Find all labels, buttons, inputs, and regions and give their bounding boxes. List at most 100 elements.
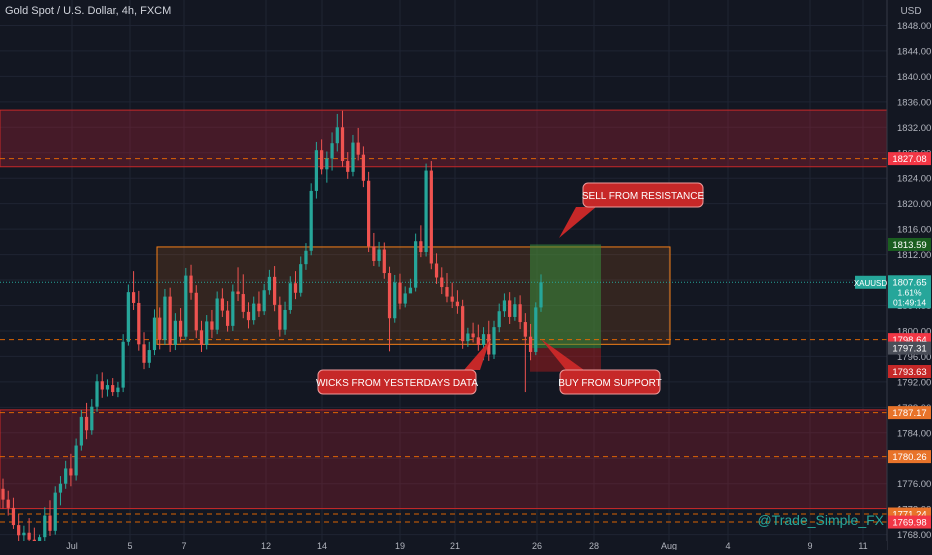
candle[interactable]: [539, 274, 543, 312]
candle[interactable]: [377, 241, 381, 267]
candle[interactable]: [528, 323, 533, 361]
candle[interactable]: [205, 315, 209, 350]
candle[interactable]: [210, 309, 214, 338]
candle[interactable]: [100, 372, 104, 398]
candle[interactable]: [487, 320, 491, 361]
candle[interactable]: [90, 399, 94, 435]
candle[interactable]: [335, 113, 339, 152]
candle[interactable]: [262, 283, 266, 316]
candle[interactable]: [419, 225, 423, 258]
candle[interactable]: [220, 288, 224, 317]
candle[interactable]: [393, 274, 397, 323]
candle[interactable]: [184, 267, 188, 340]
candle[interactable]: [74, 438, 78, 481]
candle[interactable]: [372, 232, 376, 267]
candle[interactable]: [246, 302, 251, 329]
candle[interactable]: [523, 313, 527, 393]
candle[interactable]: [6, 490, 10, 516]
candle[interactable]: [461, 299, 465, 349]
candle[interactable]: [356, 127, 360, 161]
candle[interactable]: [429, 161, 433, 270]
candle[interactable]: [492, 320, 496, 359]
candle[interactable]: [53, 486, 57, 535]
candle[interactable]: [398, 273, 402, 310]
candle[interactable]: [330, 132, 334, 171]
time-axis[interactable]: Jul 5 7 12 14 19 21 26 28 Aug 4 9 11: [0, 541, 887, 551]
candle[interactable]: [351, 134, 355, 177]
candle[interactable]: [11, 497, 16, 529]
candle[interactable]: [27, 518, 31, 545]
candle[interactable]: [69, 453, 73, 487]
candle[interactable]: [367, 171, 371, 253]
candle[interactable]: [64, 460, 68, 489]
candle[interactable]: [131, 271, 136, 310]
candle[interactable]: [440, 267, 444, 295]
candle[interactable]: [309, 183, 313, 256]
candle[interactable]: [48, 500, 52, 536]
candle[interactable]: [17, 514, 21, 543]
candle[interactable]: [299, 256, 303, 297]
candle[interactable]: [513, 297, 517, 321]
candle[interactable]: [236, 267, 240, 302]
candle[interactable]: [158, 307, 162, 350]
candle[interactable]: [267, 269, 272, 295]
candle[interactable]: [252, 296, 256, 325]
candle[interactable]: [293, 271, 298, 300]
candle[interactable]: [346, 152, 350, 179]
candle[interactable]: [116, 381, 120, 398]
candle[interactable]: [320, 139, 324, 175]
candle[interactable]: [434, 253, 439, 284]
candle[interactable]: [304, 243, 308, 270]
candle[interactable]: [382, 242, 386, 279]
candle[interactable]: [471, 322, 475, 343]
candle[interactable]: [189, 264, 193, 300]
candle[interactable]: [403, 286, 407, 308]
candle[interactable]: [272, 266, 277, 312]
candle[interactable]: [152, 309, 157, 356]
candle[interactable]: [199, 320, 204, 352]
candle[interactable]: [361, 146, 366, 188]
candle[interactable]: [288, 276, 292, 314]
candle[interactable]: [215, 291, 219, 335]
candle[interactable]: [450, 282, 454, 309]
candle[interactable]: [58, 476, 63, 506]
candle[interactable]: [502, 293, 507, 317]
time-axis-panel[interactable]: [0, 541, 887, 550]
candle[interactable]: [257, 291, 261, 317]
candle[interactable]: [111, 378, 115, 396]
candle[interactable]: [466, 327, 470, 347]
candle[interactable]: [518, 295, 522, 330]
candle[interactable]: [508, 292, 512, 324]
candle[interactable]: [278, 296, 282, 337]
candle[interactable]: [455, 290, 460, 314]
candle[interactable]: [142, 332, 146, 370]
candle[interactable]: [95, 374, 99, 412]
candle[interactable]: [194, 285, 198, 338]
candle[interactable]: [445, 273, 449, 303]
candle[interactable]: [534, 302, 538, 356]
candle[interactable]: [1, 478, 5, 509]
candle[interactable]: [340, 110, 345, 167]
candle[interactable]: [79, 409, 83, 451]
candle[interactable]: [225, 301, 230, 332]
candle[interactable]: [137, 290, 141, 351]
candle[interactable]: [283, 301, 287, 335]
candle[interactable]: [497, 303, 501, 333]
candle[interactable]: [105, 379, 110, 397]
candle[interactable]: [43, 507, 47, 541]
candle[interactable]: [147, 341, 151, 368]
candle[interactable]: [126, 284, 130, 346]
candle[interactable]: [325, 151, 329, 183]
candle[interactable]: [387, 266, 392, 352]
candle[interactable]: [231, 284, 235, 331]
candle[interactable]: [163, 288, 167, 345]
candle[interactable]: [414, 233, 418, 292]
candle[interactable]: [84, 402, 89, 440]
candle[interactable]: [178, 308, 183, 343]
candle[interactable]: [241, 274, 245, 319]
candle[interactable]: [121, 334, 125, 393]
candle[interactable]: [168, 287, 172, 352]
candles[interactable]: [1, 110, 543, 555]
